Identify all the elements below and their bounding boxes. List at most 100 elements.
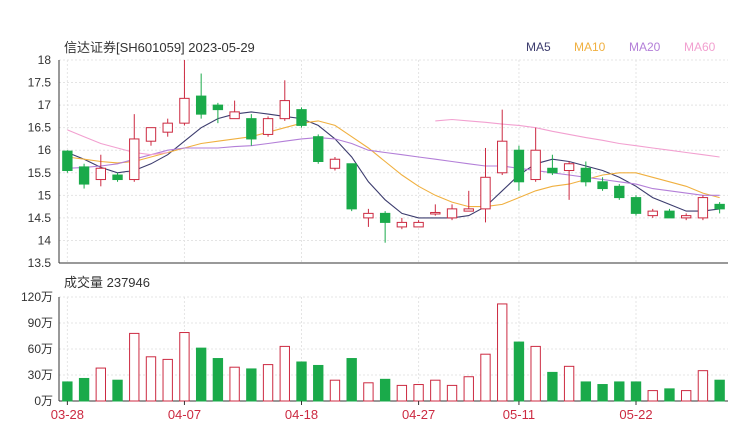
x-tick-label: 04-07 bbox=[168, 407, 201, 422]
candle bbox=[714, 202, 725, 214]
price-tick-label: 17 bbox=[38, 98, 52, 112]
candle-body bbox=[179, 97, 190, 124]
candle-body bbox=[363, 212, 374, 219]
volume-y-axis: 0万 30万 60万 90万 120万 bbox=[21, 290, 53, 408]
candle bbox=[513, 145, 525, 191]
volume-tick-label: 120万 bbox=[21, 290, 53, 304]
candle bbox=[647, 208, 658, 218]
volume-tick-label: 90万 bbox=[28, 316, 53, 330]
price-tick-label: 17.5 bbox=[28, 76, 52, 90]
volume-bar bbox=[379, 378, 391, 402]
candle-body bbox=[296, 109, 307, 126]
x-tick-label: 03-28 bbox=[51, 407, 84, 422]
volume-bar bbox=[396, 384, 408, 402]
volume-bar bbox=[597, 384, 608, 402]
volume-bar bbox=[346, 358, 357, 402]
volume-bar bbox=[262, 364, 274, 402]
candle-body bbox=[664, 210, 675, 219]
price-tick-label: 15 bbox=[38, 188, 52, 202]
candle bbox=[563, 161, 575, 200]
price-tick-label: 14.5 bbox=[28, 211, 52, 225]
volume-tick-label: 30万 bbox=[28, 368, 53, 382]
candle bbox=[112, 172, 123, 182]
candle-body bbox=[95, 167, 106, 181]
candle bbox=[329, 156, 341, 171]
candle-body bbox=[246, 118, 257, 140]
candle-body bbox=[262, 118, 274, 135]
candle-body bbox=[379, 212, 391, 223]
candle-body bbox=[630, 197, 642, 214]
candle-body bbox=[112, 174, 123, 181]
candle bbox=[95, 154, 106, 187]
candle-body bbox=[313, 136, 324, 162]
ma-line-ma10 bbox=[67, 120, 720, 208]
volume-bar bbox=[179, 332, 190, 402]
volume-bar bbox=[313, 364, 324, 402]
candle bbox=[697, 195, 709, 221]
candle bbox=[313, 134, 324, 164]
candle bbox=[396, 217, 408, 230]
volume-bar bbox=[547, 371, 558, 402]
volume-bar bbox=[279, 345, 290, 402]
volume-bar bbox=[497, 303, 508, 402]
volume-bar bbox=[630, 381, 642, 402]
legend-ma60: MA60 bbox=[684, 40, 716, 54]
volume-bar bbox=[463, 376, 474, 402]
chart-title: 信达证券[SH601059] 2023-05-29 bbox=[64, 40, 255, 55]
volume-bar bbox=[446, 384, 458, 402]
volume-bar bbox=[195, 347, 207, 402]
volume-bar bbox=[78, 377, 90, 402]
price-tick-label: 13.5 bbox=[28, 256, 52, 270]
x-tick-label: 05-11 bbox=[503, 407, 535, 422]
candle bbox=[363, 208, 374, 227]
candle bbox=[179, 60, 190, 126]
price-tick-label: 15.5 bbox=[28, 166, 52, 180]
x-tick-label: 04-27 bbox=[402, 407, 435, 422]
candle bbox=[597, 177, 608, 191]
volume-bar bbox=[714, 379, 725, 402]
candle-body bbox=[480, 176, 491, 210]
candle-body bbox=[497, 140, 508, 174]
volume-bar bbox=[563, 365, 575, 402]
volume-bars bbox=[62, 303, 725, 402]
volume-title: 成交量 237946 bbox=[64, 275, 150, 290]
candle bbox=[614, 184, 625, 200]
candle bbox=[246, 114, 257, 146]
candle-body bbox=[145, 127, 157, 142]
volume-bar bbox=[296, 361, 307, 402]
volume-tick-label: 60万 bbox=[28, 342, 53, 356]
volume-bar bbox=[413, 384, 424, 402]
candle bbox=[262, 116, 274, 137]
volume-bar bbox=[95, 367, 106, 402]
volume-bar bbox=[697, 370, 709, 402]
candle bbox=[162, 118, 173, 137]
candle-body bbox=[229, 111, 240, 120]
candle-body bbox=[212, 104, 224, 111]
candle bbox=[446, 204, 458, 221]
volume-bar bbox=[162, 358, 173, 402]
candle-body bbox=[530, 149, 541, 181]
candle bbox=[630, 195, 642, 216]
candle-body bbox=[413, 221, 424, 228]
volume-bar bbox=[513, 341, 525, 402]
price-y-axis: 13.5 14 14.5 15 15.5 16 16.5 17 17.5 18 bbox=[28, 53, 52, 270]
volume-bar bbox=[329, 379, 341, 402]
volume-grid bbox=[58, 296, 728, 402]
candle-body bbox=[597, 181, 608, 190]
volume-bar bbox=[129, 332, 140, 402]
candle-body bbox=[647, 210, 658, 217]
ma-line-ma20 bbox=[67, 137, 720, 196]
candle-body bbox=[697, 197, 709, 219]
candle-body bbox=[463, 208, 474, 212]
candle-body bbox=[714, 203, 725, 210]
candle bbox=[547, 154, 558, 176]
candle bbox=[195, 73, 207, 119]
candle bbox=[296, 107, 307, 128]
legend-ma20: MA20 bbox=[629, 40, 661, 54]
candle-body bbox=[162, 122, 173, 133]
volume-bar bbox=[229, 366, 240, 402]
candle-body bbox=[195, 95, 207, 115]
volume-bar bbox=[664, 388, 675, 402]
volume-bar bbox=[647, 390, 658, 402]
